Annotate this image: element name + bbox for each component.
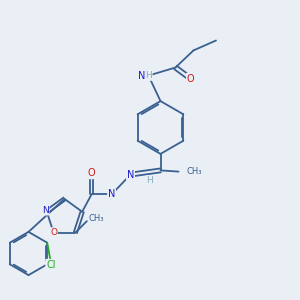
Text: N: N <box>108 189 115 200</box>
Text: N: N <box>127 169 134 180</box>
Text: Cl: Cl <box>46 260 56 270</box>
Text: O: O <box>88 168 95 178</box>
Text: CH₃: CH₃ <box>88 214 104 223</box>
Text: CH₃: CH₃ <box>187 167 203 176</box>
Text: N: N <box>138 70 146 81</box>
Text: O: O <box>187 74 194 84</box>
Text: H: H <box>146 176 152 185</box>
Text: O: O <box>50 228 57 237</box>
Text: N: N <box>42 206 49 215</box>
Text: H: H <box>145 71 152 80</box>
